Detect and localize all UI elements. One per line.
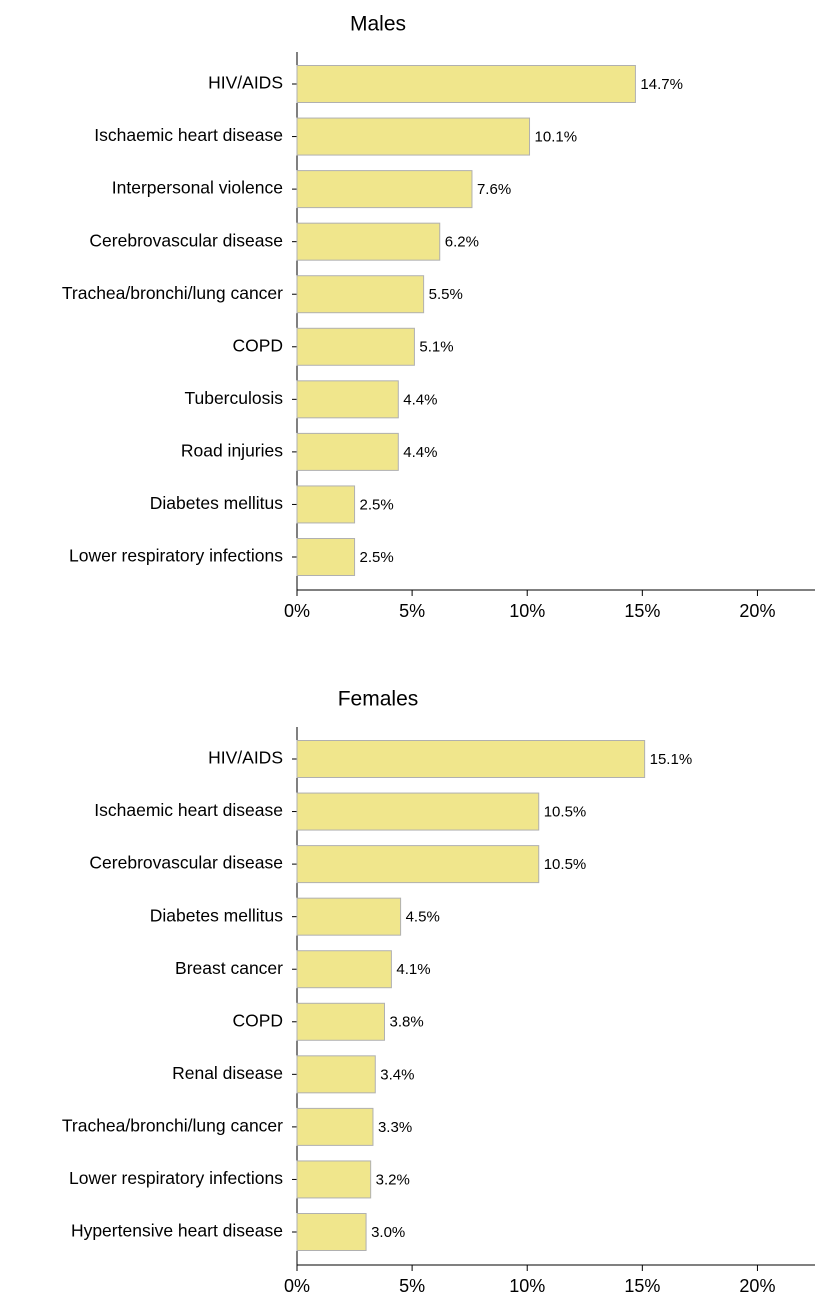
value-label: 5.5% [429, 286, 463, 303]
bar [296, 1107, 374, 1146]
bar [296, 1213, 367, 1251]
y-tick-label: Cerebrovascular disease [89, 230, 283, 250]
bar [296, 327, 415, 366]
value-label: 3.3% [378, 1119, 412, 1136]
bar [296, 897, 402, 936]
bar [296, 485, 356, 524]
y-tick-label: Ischaemic heart disease [94, 125, 283, 145]
x-tick-label: 15% [624, 1276, 660, 1296]
value-label: 14.7% [640, 76, 683, 93]
bar [296, 845, 540, 884]
value-label: 10.1% [535, 129, 578, 146]
value-label: 10.5% [544, 804, 587, 821]
y-tick-label: COPD [232, 335, 283, 355]
bar [296, 380, 399, 419]
y-tick-label: Ischaemic heart disease [94, 800, 283, 820]
x-tick-label: 5% [399, 601, 425, 621]
bar [296, 950, 392, 989]
x-tick-label: 10% [509, 601, 545, 621]
value-label: 7.6% [477, 181, 511, 198]
x-tick-label: 20% [739, 601, 775, 621]
value-label: 10.5% [544, 856, 587, 873]
chart-title: Males [350, 13, 406, 36]
y-tick-label: Cerebrovascular disease [89, 853, 283, 873]
value-label: 3.2% [376, 1171, 410, 1188]
value-label: 3.4% [380, 1066, 414, 1083]
value-label: 6.2% [445, 234, 479, 251]
y-tick-label: Road injuries [181, 441, 283, 461]
chart-title: Females [338, 688, 419, 711]
bar [296, 65, 636, 103]
bar [296, 117, 531, 156]
y-tick-label: Breast cancer [175, 958, 283, 978]
value-label: 2.5% [360, 549, 394, 566]
y-tick-label: Renal disease [172, 1063, 283, 1083]
bar [296, 1055, 376, 1094]
x-tick-label: 20% [739, 1276, 775, 1296]
bar [296, 222, 441, 261]
x-tick-label: 10% [509, 1276, 545, 1296]
bar [296, 792, 540, 831]
y-tick-label: Lower respiratory infections [69, 1168, 283, 1188]
y-tick-label: Hypertensive heart disease [71, 1221, 283, 1241]
bar [296, 1160, 372, 1199]
y-tick-label: Diabetes mellitus [150, 493, 283, 513]
value-label: 4.5% [406, 909, 440, 926]
x-tick-label: 15% [624, 601, 660, 621]
bar [296, 538, 356, 576]
x-tick-label: 5% [399, 1276, 425, 1296]
bar [296, 170, 473, 209]
x-tick-label: 0% [284, 1276, 310, 1296]
y-tick-label: Trachea/bronchi/lung cancer [62, 283, 283, 303]
value-label: 3.8% [389, 1014, 423, 1031]
y-tick-label: HIV/AIDS [208, 73, 283, 93]
y-tick-label: Trachea/bronchi/lung cancer [62, 1116, 283, 1136]
value-label: 15.1% [650, 751, 693, 768]
value-label: 4.1% [396, 961, 430, 978]
bar [296, 1002, 385, 1041]
bar [296, 275, 425, 314]
value-label: 3.0% [371, 1224, 405, 1241]
x-tick-label: 0% [284, 601, 310, 621]
y-tick-label: Diabetes mellitus [150, 905, 283, 925]
bar [296, 740, 646, 778]
value-label: 2.5% [360, 496, 394, 513]
y-tick-label: Tuberculosis [184, 388, 283, 408]
value-label: 5.1% [419, 339, 453, 356]
value-label: 4.4% [403, 391, 437, 408]
y-tick-label: Interpersonal violence [112, 178, 283, 198]
y-tick-label: HIV/AIDS [208, 748, 283, 768]
value-label: 4.4% [403, 444, 437, 461]
bar [296, 432, 399, 471]
y-tick-label: Lower respiratory infections [69, 546, 283, 566]
y-tick-label: COPD [232, 1010, 283, 1030]
